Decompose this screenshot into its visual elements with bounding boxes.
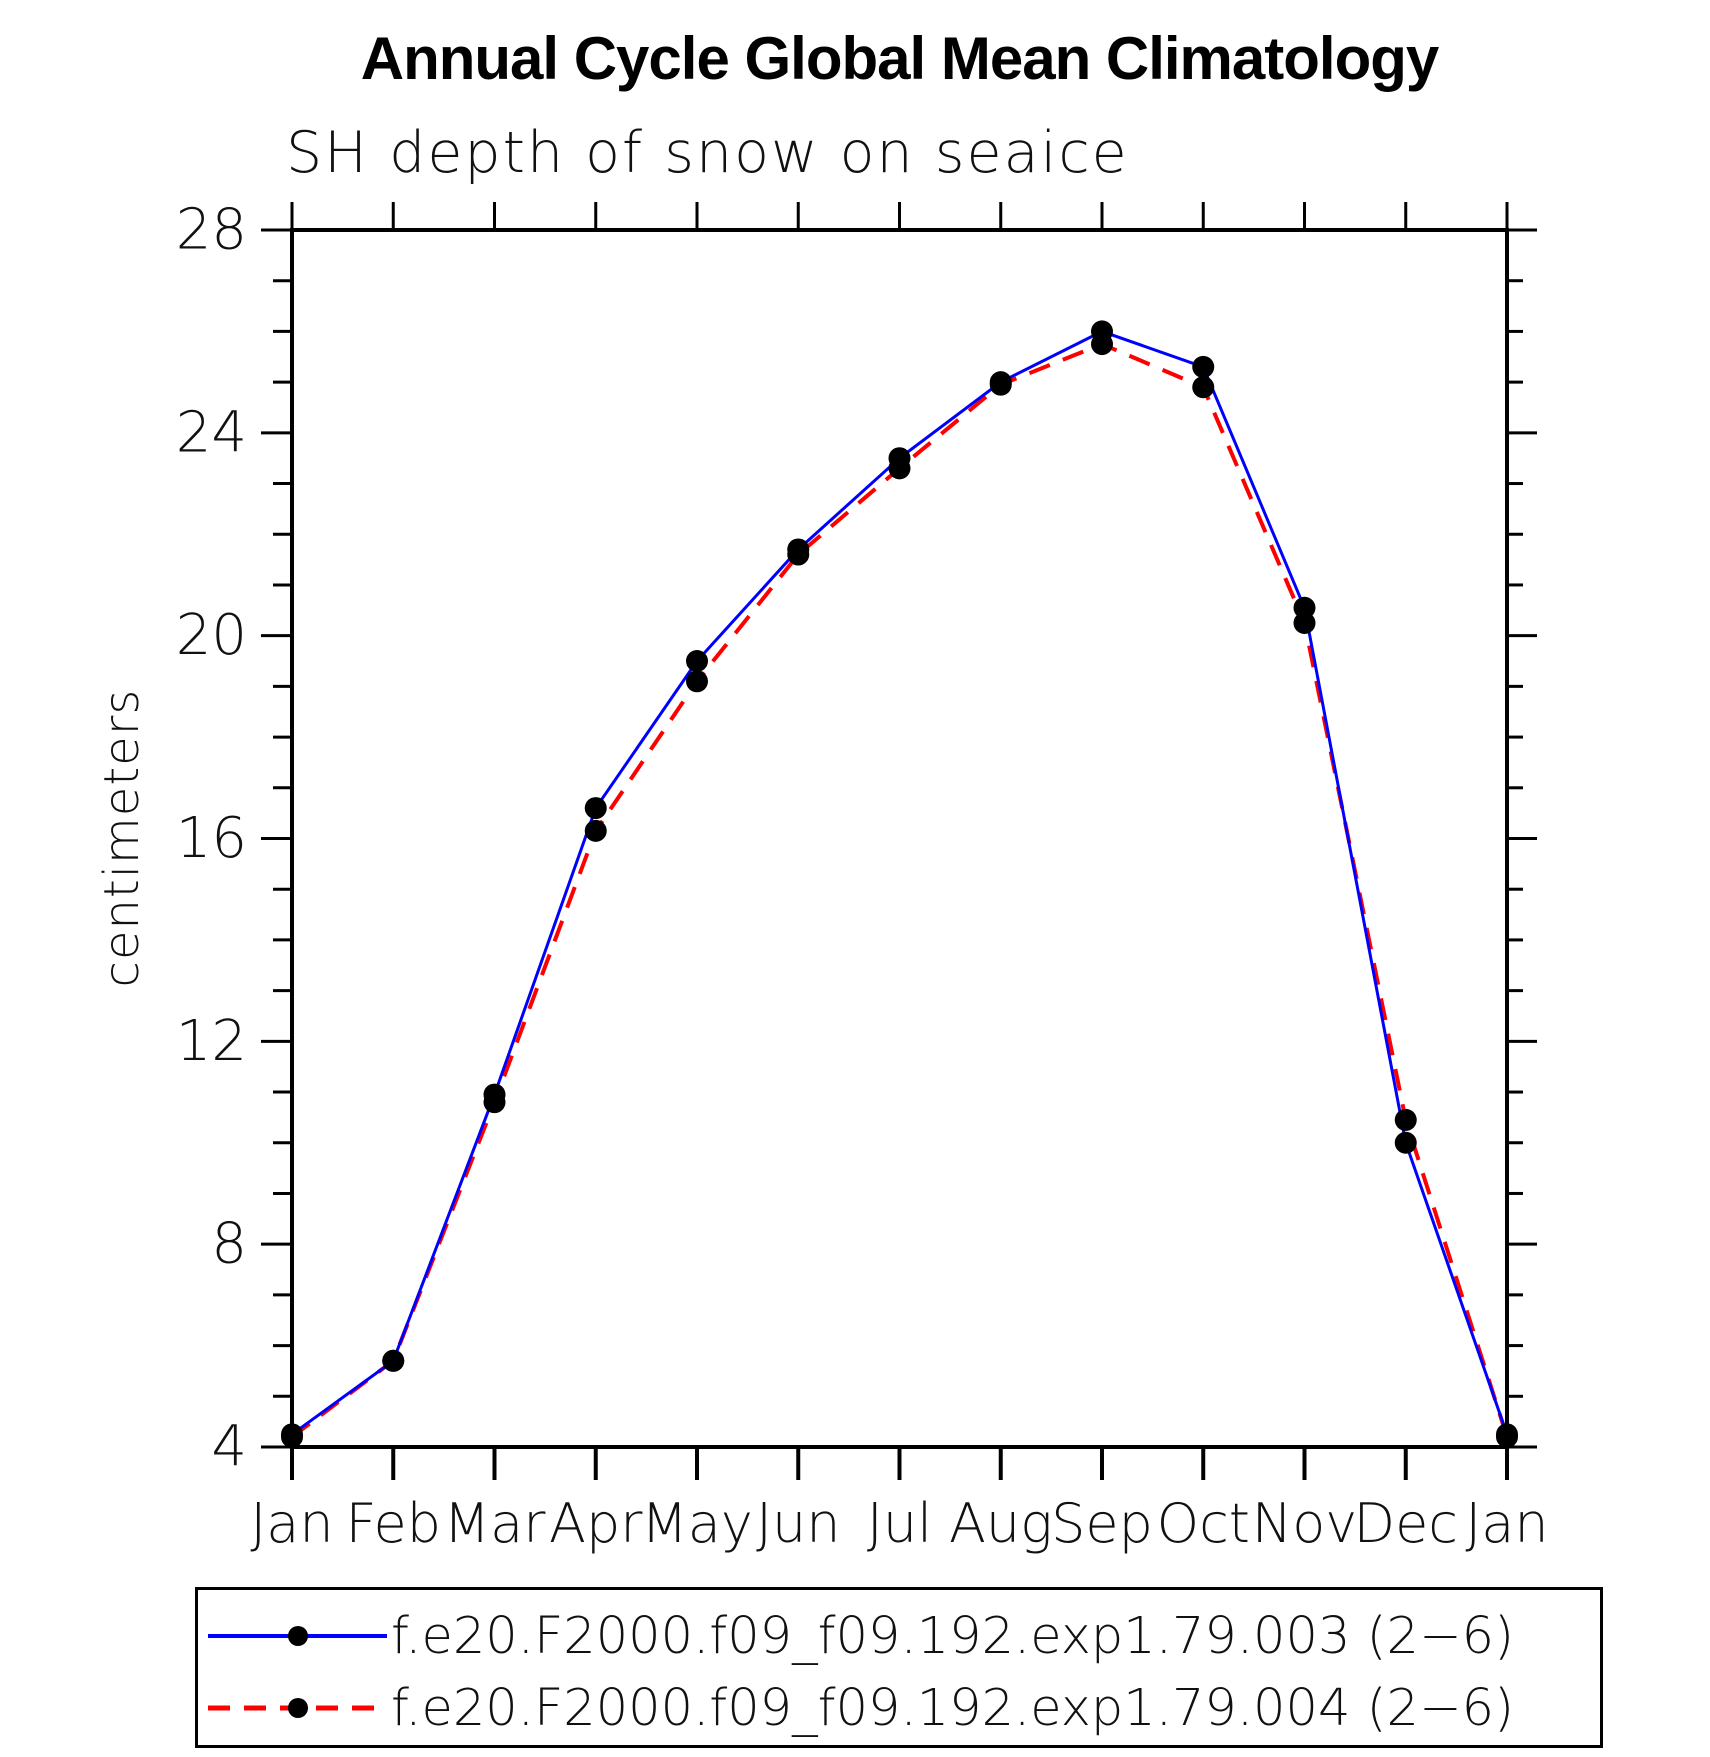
plot-border: [290, 228, 1509, 1449]
series-line-2: [290, 341, 1509, 1439]
legend-swatch-solid-line-icon: [208, 1626, 387, 1646]
data-point-marker: [1293, 611, 1316, 634]
x-axis-tick-label: Feb: [345, 1492, 441, 1555]
data-point-marker: [1293, 596, 1316, 619]
data-point-marker: [888, 447, 911, 470]
data-point-marker: [281, 1423, 303, 1446]
x-axis-tick-label: May: [641, 1492, 753, 1555]
legend-swatch-dashed-line-icon: [208, 1698, 387, 1718]
data-point-marker: [1192, 355, 1215, 378]
x-axis-tick-label: Mar: [444, 1492, 547, 1555]
data-point-marker: [1496, 1423, 1518, 1446]
y-axis-tick-label: 24: [176, 400, 247, 465]
data-point-marker: [686, 670, 708, 693]
x-axis-tick-label: Jul: [867, 1492, 932, 1555]
y-axis-tick-label: 16: [176, 806, 247, 871]
x-axis-tick-label: Oct: [1157, 1492, 1250, 1555]
legend-label-series-1: f.e20.F2000.f09_f09.192.exp1.79.003 (2−6…: [391, 1606, 1515, 1666]
x-axis-tick-label: Sep: [1051, 1492, 1153, 1555]
chart-title: Annual Cycle Global Mean Climatology: [360, 25, 1440, 92]
data-point-marker: [1394, 1108, 1417, 1131]
y-axis-tick-label: 4: [211, 1415, 247, 1480]
data-point-marker: [686, 650, 708, 673]
y-axis-tick-label: 12: [176, 1009, 247, 1074]
data-point-marker: [382, 1349, 405, 1372]
y-axis-tick-label: 28: [176, 198, 247, 263]
data-point-marker: [1192, 376, 1215, 399]
x-axis-tick-label: Apr: [549, 1492, 643, 1555]
data-point-marker: [1394, 1131, 1417, 1154]
data-point-marker: [787, 538, 810, 561]
x-axis-tick-label: Jan: [1465, 1492, 1548, 1555]
data-point-marker: [584, 819, 607, 842]
series-line-1: [291, 329, 1509, 1436]
x-axis-tick-label: Dec: [1354, 1492, 1459, 1555]
x-axis-tick-label: Nov: [1252, 1492, 1357, 1555]
chart-subtitle: SH depth of snow on seaice: [286, 120, 1129, 186]
y-axis-title: centimeters: [94, 688, 150, 988]
data-point-marker: [483, 1083, 506, 1106]
x-axis-tick-label: Jan: [250, 1492, 333, 1555]
data-point-marker: [584, 797, 607, 820]
x-axis-tick-label: Aug: [949, 1492, 1053, 1555]
x-axis-tick-label: Jun: [756, 1492, 840, 1555]
legend-label-series-2: f.e20.F2000.f09_f09.192.exp1.79.004 (2−6…: [391, 1678, 1515, 1738]
y-axis-tick-label: 8: [211, 1212, 247, 1277]
data-point-marker: [989, 371, 1012, 394]
legend: f.e20.F2000.f09_f09.192.exp1.79.003 (2−6…: [195, 1587, 1603, 1748]
data-point-marker: [1091, 320, 1113, 343]
y-axis-tick-label: 20: [176, 603, 247, 668]
